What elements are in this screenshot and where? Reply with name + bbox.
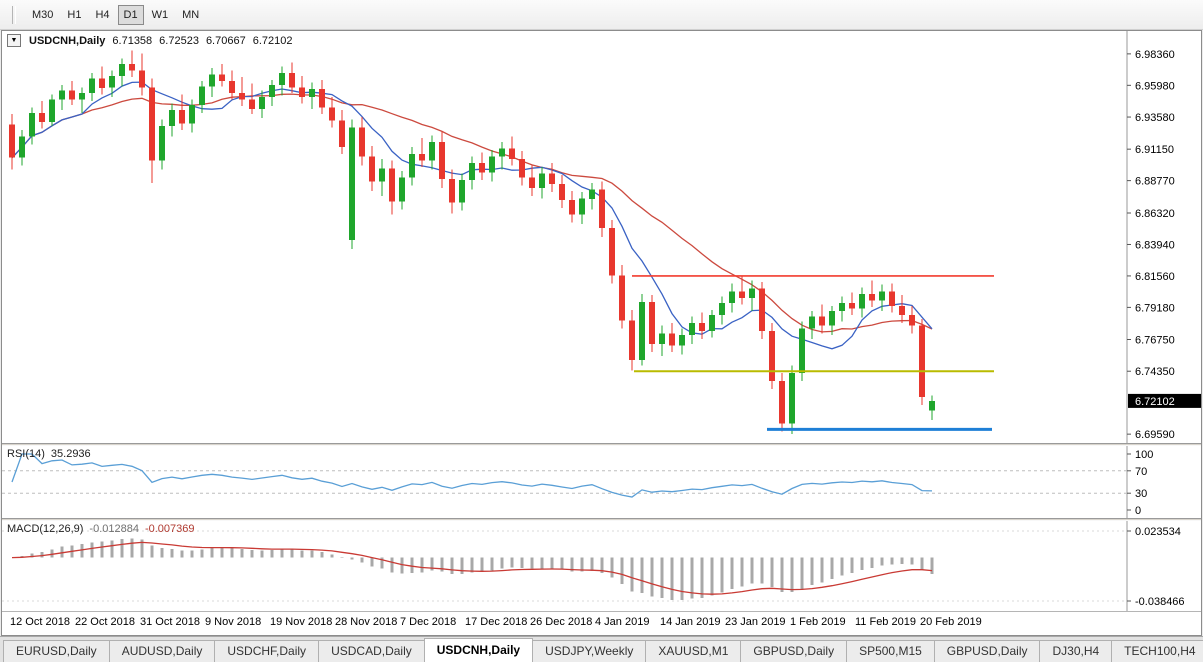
date-axis-label: 31 Oct 2018: [140, 616, 200, 628]
chart-tab-bar: EURUSD,DailyAUDUSD,DailyUSDCHF,DailyUSDC…: [0, 636, 1203, 662]
chart-window: 6.98360 6.95980 6.93580 6.91150 6.88770 6.863…: [1, 30, 1202, 636]
macd-axis-label: -0.038466: [1135, 596, 1185, 608]
chart-tab-tech100-h4[interactable]: TECH100,H4: [1111, 640, 1203, 662]
chart-tab-gbpusd-daily[interactable]: GBPUSD,Daily: [934, 640, 1041, 662]
price-axis-label: 6.83940: [1135, 239, 1175, 251]
chart-tab-xauusd-m1[interactable]: XAUUSD,M1: [645, 640, 741, 662]
chart-tab-usdjpy-weekly[interactable]: USDJPY,Weekly: [532, 640, 646, 662]
price-axis-label: 6.86320: [1135, 208, 1175, 220]
chart-dropdown-icon[interactable]: ▼: [7, 34, 21, 47]
rsi-chart-canvas[interactable]: 100 70 30 0: [2, 446, 1201, 518]
macd-histogram: [12, 539, 932, 600]
timeframe-button-w1[interactable]: W1: [146, 5, 175, 25]
price-axis-label: 6.93580: [1135, 112, 1175, 124]
date-axis-label: 4 Jan 2019: [595, 616, 649, 628]
price-axis-label: 6.81560: [1135, 271, 1175, 283]
current-price-badge-text: 6.72102: [1135, 396, 1175, 408]
chart-tab-usdchf-daily[interactable]: USDCHF,Daily: [214, 640, 319, 662]
price-axis-label: 6.98360: [1135, 49, 1175, 61]
rsi-axis-label: 100: [1135, 449, 1153, 461]
date-axis-label: 22 Oct 2018: [75, 616, 135, 628]
chart-tab-eurusd-daily[interactable]: EURUSD,Daily: [3, 640, 110, 662]
date-axis-label: 12 Oct 2018: [10, 616, 70, 628]
date-axis-label: 19 Nov 2018: [270, 616, 332, 628]
rsi-axis-label: 70: [1135, 466, 1147, 478]
macd-panel: 0.023534-0.038466 MACD(12,26,9) -0.01288…: [2, 521, 1201, 611]
date-axis-label: 17 Dec 2018: [465, 616, 527, 628]
timeframe-button-d1[interactable]: D1: [118, 5, 144, 25]
date-axis-label: 28 Nov 2018: [335, 616, 397, 628]
chart-tab-gbpusd-daily[interactable]: GBPUSD,Daily: [740, 640, 847, 662]
price-chart-canvas[interactable]: 6.98360 6.95980 6.93580 6.91150 6.88770 6.863…: [2, 31, 1201, 443]
timeframe-button-mn[interactable]: MN: [176, 5, 205, 25]
date-axis-label: 1 Feb 2019: [790, 616, 846, 628]
price-axis-label: 6.79180: [1135, 302, 1175, 314]
rsi-line: [12, 454, 932, 497]
chart-tab-audusd-daily[interactable]: AUDUSD,Daily: [109, 640, 216, 662]
macd-chart-canvas[interactable]: 0.023534 -0.038466: [2, 521, 1201, 611]
chart-tab-usdcnh-daily[interactable]: USDCNH,Daily: [424, 638, 533, 662]
price-axis-label: 6.95980: [1135, 80, 1175, 92]
date-axis: 12 Oct 2018 22 Oct 2018 31 Oct 2018 9 Nov 2…: [2, 611, 1201, 635]
date-axis-label: 23 Jan 2019: [725, 616, 786, 628]
chart-tab-usdcad-daily[interactable]: USDCAD,Daily: [318, 640, 425, 662]
date-axis-label: 26 Dec 2018: [530, 616, 592, 628]
price-axis-label: 6.69590: [1135, 429, 1175, 441]
main-chart-panel: 6.98360 6.95980 6.93580 6.91150 6.88770 6.863…: [2, 31, 1201, 443]
macd-axis-label: 0.023534: [1135, 526, 1181, 538]
terminal-window: M30H1H4D1W1MN 6.98360 6.95980 6.93580 6.911…: [0, 0, 1203, 662]
timeframe-button-h1[interactable]: H1: [61, 5, 87, 25]
timeframe-toolbar: M30H1H4D1W1MN: [0, 0, 1203, 30]
rsi-axis-label: 0: [1135, 505, 1141, 517]
price-axis-label: 6.91150: [1135, 144, 1174, 156]
timeframe-buttons: M30H1H4D1W1MN: [26, 5, 207, 25]
price-axis-label: 6.76750: [1135, 335, 1175, 347]
chart-tab-dj30-h4[interactable]: DJ30,H4: [1039, 640, 1112, 662]
timeframe-button-h4[interactable]: H4: [89, 5, 115, 25]
date-axis-label: 9 Nov 2018: [205, 616, 261, 628]
date-axis-label: 11 Feb 2019: [855, 616, 916, 628]
rsi-axis-label: 30: [1135, 488, 1147, 500]
price-axis-label: 6.74350: [1135, 366, 1175, 378]
rsi-panel: 10070300 RSI(14) 35.2936: [2, 446, 1201, 518]
date-axis-label: 7 Dec 2018: [400, 616, 456, 628]
toolbar-grip[interactable]: [12, 6, 16, 24]
chart-tab-sp500-m15[interactable]: SP500,M15: [846, 640, 935, 662]
candles-series: [9, 51, 935, 434]
timeframe-button-m30[interactable]: M30: [26, 5, 59, 25]
date-axis-label: 20 Feb 2019: [920, 616, 982, 628]
price-axis-label: 6.88770: [1135, 176, 1175, 188]
date-axis-label: 14 Jan 2019: [660, 616, 721, 628]
